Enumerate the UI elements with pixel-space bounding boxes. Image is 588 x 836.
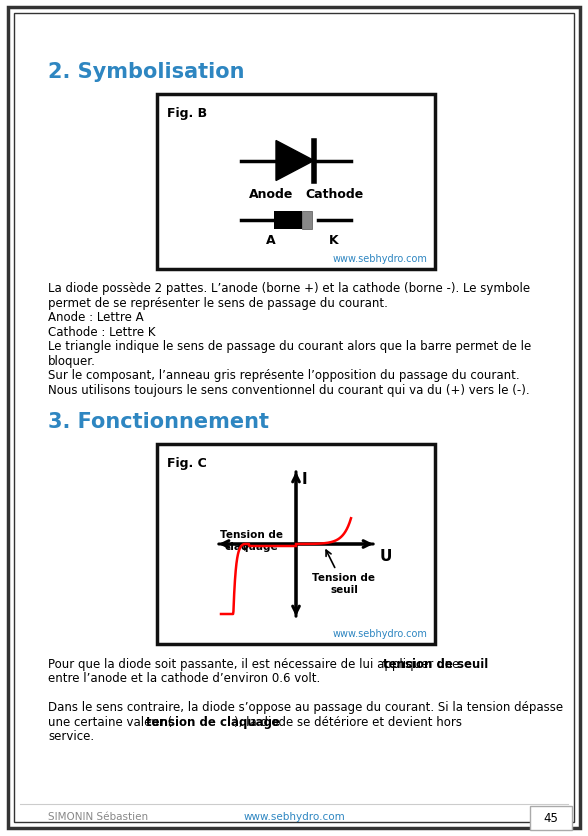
Text: U: U xyxy=(380,548,392,563)
Text: Pour que la diode soit passante, il est nécessaire de lui appliquer une: Pour que la diode soit passante, il est … xyxy=(48,657,463,670)
Text: www.sebhydro.com: www.sebhydro.com xyxy=(332,628,427,638)
FancyBboxPatch shape xyxy=(530,806,572,830)
Text: tension de claquage: tension de claquage xyxy=(146,715,280,728)
Bar xyxy=(157,95,435,270)
Text: Sur le composant, l’anneau gris représente l’opposition du passage du courant.: Sur le composant, l’anneau gris représen… xyxy=(48,369,520,381)
Text: ), la diode se détériore et devient hors: ), la diode se détériore et devient hors xyxy=(234,715,462,728)
Text: une certaine valeur (: une certaine valeur ( xyxy=(48,715,172,728)
Text: www.sebhydro.com: www.sebhydro.com xyxy=(332,253,427,263)
Text: www.sebhydro.com: www.sebhydro.com xyxy=(243,811,345,821)
Text: Dans le sens contraire, la diode s’oppose au passage du courant. Si la tension d: Dans le sens contraire, la diode s’oppos… xyxy=(48,701,563,714)
Text: service.: service. xyxy=(48,730,94,742)
Text: K: K xyxy=(329,234,339,247)
Text: Le triangle indique le sens de passage du courant alors que la barre permet de l: Le triangle indique le sens de passage d… xyxy=(48,339,531,353)
Text: 2. Symbolisation: 2. Symbolisation xyxy=(48,62,245,82)
Text: Cathode : Lettre K: Cathode : Lettre K xyxy=(48,325,155,338)
Bar xyxy=(302,212,312,230)
Text: Fig. C: Fig. C xyxy=(167,456,207,470)
Text: Anode : Lettre A: Anode : Lettre A xyxy=(48,311,143,324)
Text: I: I xyxy=(302,472,308,487)
Text: Tension de
claquage: Tension de claquage xyxy=(219,529,282,552)
Text: La diode possède 2 pattes. L’anode (borne +) et la cathode (borne -). Le symbole: La diode possède 2 pattes. L’anode (born… xyxy=(48,282,530,294)
Text: Fig. B: Fig. B xyxy=(167,107,207,120)
Text: bloquer.: bloquer. xyxy=(48,354,96,367)
Text: Anode: Anode xyxy=(249,187,293,201)
Text: 45: 45 xyxy=(543,812,559,824)
Polygon shape xyxy=(276,141,314,181)
Bar xyxy=(274,212,302,230)
Text: entre l’anode et la cathode d’environ 0.6 volt.: entre l’anode et la cathode d’environ 0.… xyxy=(48,671,320,685)
Text: 3. Fonctionnement: 3. Fonctionnement xyxy=(48,411,269,431)
Text: SIMONIN Sébastien: SIMONIN Sébastien xyxy=(48,811,148,821)
Bar xyxy=(157,445,435,645)
Text: A: A xyxy=(266,234,276,247)
Text: permet de se représenter le sens de passage du courant.: permet de se représenter le sens de pass… xyxy=(48,296,388,309)
Text: Tension de
seuil: Tension de seuil xyxy=(312,573,376,594)
Text: Nous utilisons toujours le sens conventionnel du courant qui va du (+) vers le (: Nous utilisons toujours le sens conventi… xyxy=(48,383,530,396)
Text: tension de seuil: tension de seuil xyxy=(383,657,488,670)
Text: Cathode: Cathode xyxy=(305,187,363,201)
